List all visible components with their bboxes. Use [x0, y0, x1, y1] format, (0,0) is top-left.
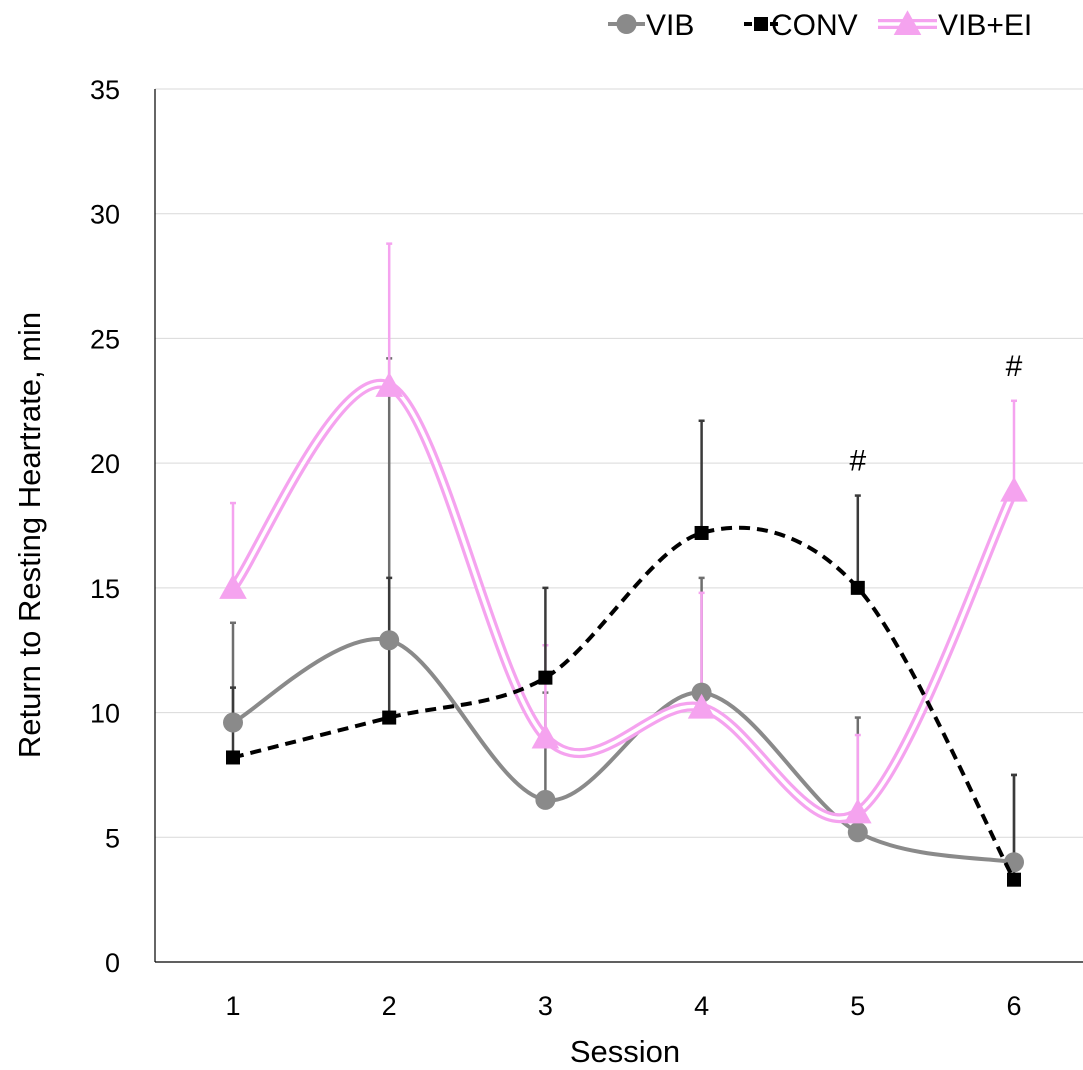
conv-point [694, 525, 709, 540]
x-tick-label: 6 [1006, 991, 1021, 1021]
series-group [219, 242, 1028, 887]
vib-ei-point [1000, 476, 1028, 502]
vib-ei-point [844, 798, 872, 824]
legend: VIB CONV VIB+EI [608, 9, 1032, 42]
y-tick-label: 25 [90, 324, 120, 354]
y-tick-label: 0 [105, 948, 120, 978]
legend-swatch-marker [616, 14, 637, 34]
x-tick-label: 1 [225, 991, 240, 1021]
legend-item-conv: CONV [744, 9, 858, 42]
conv-series [226, 525, 1021, 887]
vib-point [847, 822, 868, 843]
legend-swatch-marker [754, 17, 768, 31]
vib-ei-line-inner [231, 382, 1016, 821]
conv-point [382, 710, 397, 725]
conv-point [226, 750, 240, 765]
y-tick-label: 20 [90, 449, 120, 479]
legend-item-vib-ei: VIB+EI [878, 9, 1032, 42]
legend-swatch-marker [893, 10, 922, 36]
x-tick-label: 3 [538, 991, 553, 1021]
vib-ei-point [219, 574, 247, 599]
vib-point [691, 682, 712, 703]
x-tick-label: 5 [850, 991, 865, 1021]
conv-line [232, 525, 1016, 881]
vib-point [535, 789, 556, 810]
conv-point [1007, 872, 1021, 887]
significance-marker: # [1006, 350, 1023, 383]
vib-point [379, 630, 400, 651]
gridlines [155, 88, 1083, 838]
conv-point [538, 670, 553, 685]
vib-ei-series [219, 372, 1028, 824]
significance-marker: # [849, 445, 866, 478]
legend-label: VIB+EI [938, 9, 1032, 42]
y-tick-label: 15 [90, 574, 120, 604]
conv-error-bars [230, 419, 1017, 880]
y-tick-label: 5 [105, 823, 120, 853]
y-tick-label: 10 [90, 699, 120, 729]
vib-ei-point [687, 693, 716, 719]
y-tick-label: 35 [90, 75, 120, 105]
legend-item-vib: VIB [608, 9, 694, 42]
y-axis-title: Return to Resting Heartrate, min [12, 312, 47, 758]
vib-error-bars [230, 357, 1017, 863]
vib-ei-point [531, 723, 560, 749]
y-tick-label: 30 [90, 200, 120, 230]
x-tick-label: 2 [382, 991, 397, 1021]
axes [154, 89, 1083, 963]
conv-point [850, 580, 865, 595]
vib-ei-point [375, 372, 403, 397]
x-tick-label: 4 [694, 991, 709, 1021]
axis-labels: 0 5 10 15 20 25 30 35 1 2 3 4 5 6 # # [90, 75, 1023, 1021]
vib-point [223, 712, 243, 733]
x-axis-title: Session [570, 1034, 680, 1069]
legend-label: CONV [771, 9, 858, 42]
legend-label: VIB [646, 9, 694, 42]
